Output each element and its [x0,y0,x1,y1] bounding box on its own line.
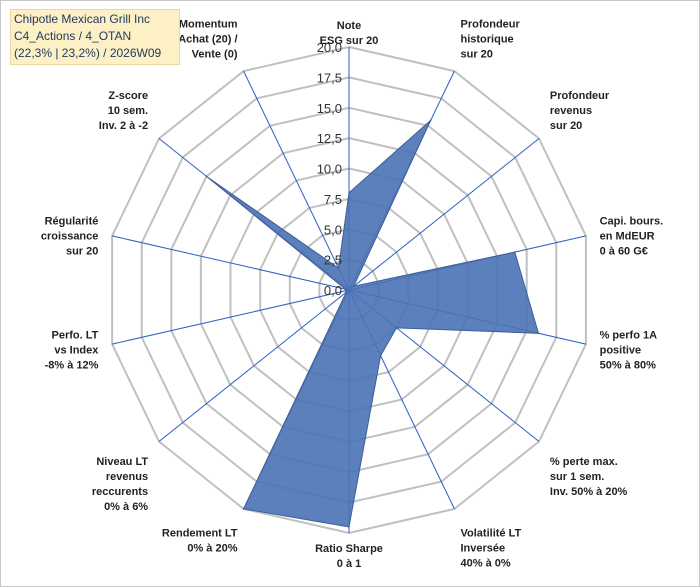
data-point-3 [352,285,355,288]
axis-label-line: % perfo 1A [600,330,658,342]
data-point-2 [429,119,432,122]
data-point-11 [344,290,347,292]
axis-label-line: Profondeur [461,19,521,31]
axis-label-line: 0% à 20% [187,543,237,555]
axis-label-9: Rendement LT 0% à 20% [162,528,238,555]
axis-label-line: reccurents [92,486,148,498]
axis-label-line: sur 20 [461,49,493,61]
axis-label-line: vs Index [54,345,99,357]
tick-label: 2,5 [324,253,342,268]
chart-title-line-3: (22,3% | 23,2%) / 2026W09 [14,46,162,60]
axis-label-7: Volatilité LT Inversée 40% à 0% [461,528,522,570]
axis-label-12: Régularité croissance sur 20 [41,215,98,257]
axis-label-5: % perfo 1A positive 50% à 80% [600,330,658,372]
axis-label-line: Vente (0) [192,49,238,61]
axis-spoke-3 [348,138,540,291]
data-point-13 [205,175,208,178]
axis-label-line: Z-score [108,90,148,102]
axis-spoke-11 [111,289,350,345]
axis-label-line: Ratio Sharpe [315,543,383,555]
data-point-7 [379,354,382,357]
axis-label-line: Achat (20) / [178,34,237,46]
axis-label-line: Régularité [45,215,99,227]
axis-label-line: historique [461,34,514,46]
axis-label-line: 0 à 60 G€ [600,245,648,257]
axis-label-line: Perfo. LT [52,330,99,342]
label-layer: Note ESG sur 20 Profondeur historique sur 20… [41,19,663,571]
chart-title-box: Chipotle Mexican Grill Inc C4_Actions / … [10,9,180,65]
axis-label-11: Perfo. LT vs Index -8% à 12% [45,330,100,372]
axis-label-line: revenus [106,471,148,483]
axis-label-13: Z-score 10 sem. Inv. 2 à -2 [99,90,148,132]
data-point-9 [242,508,245,510]
axis-label-2: Profondeur historique sur 20 [461,19,521,61]
chart-title-line-1: Chipotle Mexican Grill Inc [14,12,151,26]
tick-label: 15,0 [317,101,342,116]
series-layer [205,119,540,528]
axis-label-line: sur 1 sem. [550,471,604,483]
tick-label: 0,0 [324,283,342,298]
axis-label-line: revenus [550,105,592,117]
axis-label-line: en MdEUR [600,230,655,242]
axis-label-line: Niveau LT [96,456,148,468]
data-point-14 [337,267,340,269]
data-point-12 [344,288,347,291]
axis-label-line: Profondeur [550,90,610,102]
axis-label-line: 50% à 80% [600,360,656,372]
axis-label-6: % perte max. sur 1 sem. Inv. 50% à 20% [550,456,628,498]
axis-label-line: Inversée [461,543,506,555]
data-point-4 [514,251,516,253]
axis-label-line: sur 20 [550,120,582,132]
axis-label-line: 0 à 1 [337,558,361,570]
data-point-8 [348,526,350,528]
tick-label: 7,5 [324,192,342,207]
data-point-5 [537,332,540,335]
tick-label: 20,0 [317,40,342,55]
data-point-1 [348,192,350,194]
axis-label-line: Note [337,20,361,32]
data-point-10 [345,291,348,294]
tick-label: 12,5 [317,131,342,146]
axis-label-line: positive [600,345,642,357]
axis-label-line: 10 sem. [108,105,148,117]
axis-spoke-10 [158,289,350,442]
axis-label-10: Niveau LT revenus reccurents 0% à 6% [92,456,149,513]
tick-label: 10,0 [317,162,342,177]
axis-label-line: Capi. bours. [600,215,664,227]
axis-label-line: Rendement LT [162,528,238,540]
axis-label-1: Note ESG sur 20 [320,20,379,47]
axis-label-line: croissance [41,230,98,242]
axis-label-line: Volatilité LT [461,528,522,540]
axis-label-line: ESG sur 20 [320,35,379,47]
axis-label-14: Momentum Achat (20) / Vente (0) [178,19,238,61]
axis-label-line: Inv. 2 à -2 [99,120,148,132]
tick-label: 5,0 [324,222,342,237]
axis-label-3: Profondeur revenus sur 20 [550,90,610,132]
data-point-6 [395,327,398,329]
chart-title-line-2: C4_Actions / 4_OTAN [14,29,132,43]
axis-label-line: 0% à 6% [104,501,148,513]
axis-label-line: Momentum [179,19,238,31]
axis-spoke-12 [111,235,350,291]
axis-label-4: Capi. bours. en MdEUR 0 à 60 G€ [600,215,664,257]
axis-label-line: sur 20 [66,245,98,257]
tick-layer: 0,0 2,5 5,0 7,5 10,0 12,5 15,0 17,5 20,0 [317,40,342,298]
tick-label: 17,5 [317,70,342,85]
axis-label-line: 40% à 0% [461,558,511,570]
axis-label-line: % perte max. [550,456,618,468]
axis-label-line: -8% à 12% [45,360,99,372]
axis-label-8: Ratio Sharpe 0 à 1 [315,543,383,570]
axis-label-line: Inv. 50% à 20% [550,486,628,498]
axis-spoke-14 [243,70,350,291]
